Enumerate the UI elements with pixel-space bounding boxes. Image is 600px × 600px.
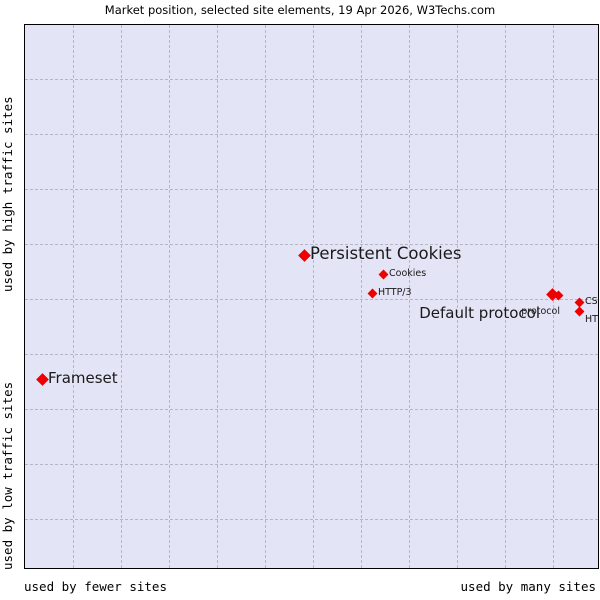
y-axis-label-low-traffic: used by low traffic sites (0, 381, 15, 570)
gridline-vertical-1 (121, 25, 122, 568)
gridline-vertical-2 (169, 25, 170, 568)
x-axis-label-fewer-sites: used by fewer sites (24, 579, 167, 594)
gridline-horizontal-5 (25, 354, 598, 355)
gridline-vertical-6 (361, 25, 362, 568)
diamond-marker-icon (378, 269, 388, 279)
y-axis-label-high-traffic: used by high traffic sites (0, 96, 15, 292)
data-point-label: HTTP/3 (378, 286, 412, 298)
diamond-marker-icon (367, 288, 377, 298)
data-point-label: Cookies (389, 267, 427, 279)
x-axis-label-many-sites: used by many sites (460, 579, 596, 594)
gridline-horizontal-7 (25, 464, 598, 465)
data-point-label: Persistent Cookies (310, 243, 462, 263)
gridline-vertical-0 (73, 25, 74, 568)
data-point-label: HTML (585, 314, 598, 325)
gridline-horizontal-0 (25, 79, 598, 80)
gridline-horizontal-6 (25, 409, 598, 410)
diamond-marker-icon (35, 372, 49, 386)
chart-title: Market position, selected site elements,… (104, 3, 496, 17)
diamond-marker-icon (297, 248, 311, 262)
data-point-label: protocol (521, 306, 560, 317)
gridline-vertical-5 (313, 25, 314, 568)
gridline-horizontal-4 (25, 299, 598, 300)
gridline-horizontal-2 (25, 189, 598, 190)
diamond-marker-icon (574, 306, 584, 316)
gridline-vertical-4 (265, 25, 266, 568)
gridline-horizontal-3 (25, 244, 598, 245)
data-point-label: CSS (585, 295, 598, 307)
gridline-vertical-3 (217, 25, 218, 568)
data-point-label: Frameset (48, 368, 118, 387)
gridline-horizontal-1 (25, 134, 598, 135)
gridline-vertical-8 (457, 25, 458, 568)
gridline-vertical-9 (505, 25, 506, 568)
plot-area: Persistent Cookies Cookies HTTP/3 Default p… (24, 24, 599, 569)
data-point-label: Default protocol (419, 304, 540, 322)
gridline-horizontal-8 (25, 519, 598, 520)
gridline-vertical-7 (409, 25, 410, 568)
